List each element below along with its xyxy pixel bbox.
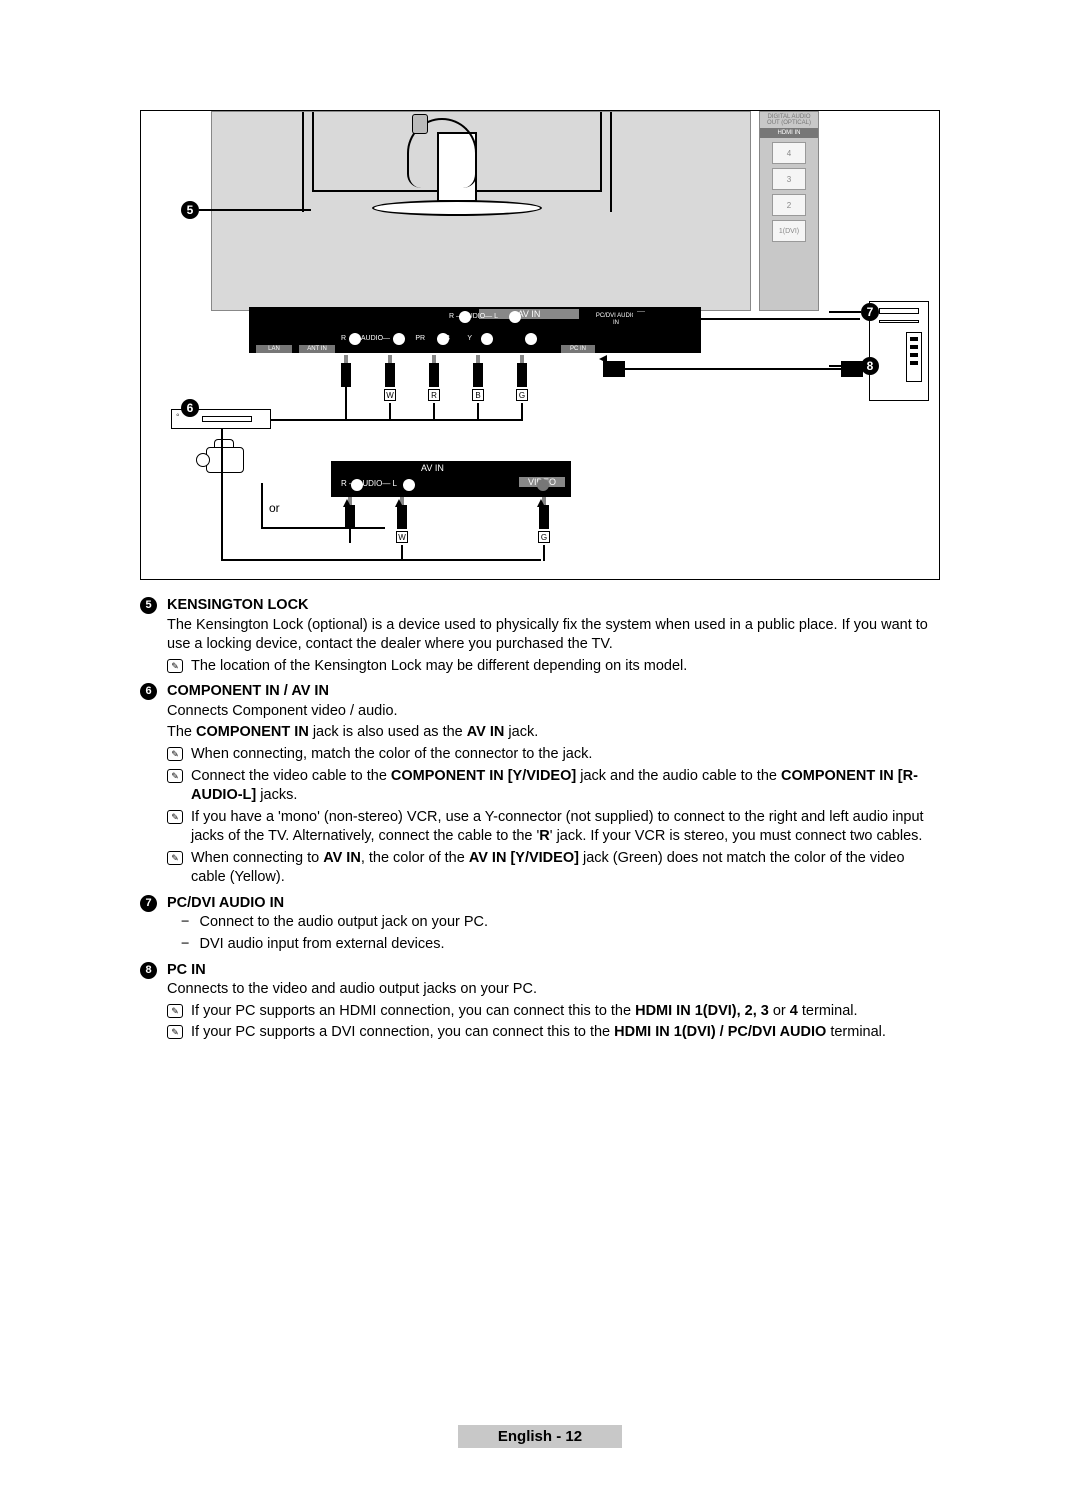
item-7-dash1: Connect to the audio output jack on your… <box>199 913 488 933</box>
audio-cable <box>638 318 860 320</box>
badge-7: 7 <box>140 895 157 912</box>
item-6-note1: When connecting, match the color of the … <box>191 745 940 765</box>
vga-plug-icon <box>841 361 863 377</box>
plug-g <box>517 363 527 387</box>
item-7-dash2: DVI audio input from external devices. <box>199 935 444 955</box>
callout-8: 8 <box>861 357 879 375</box>
footer-lang: English <box>498 1428 552 1445</box>
item-8-para: Connects to the video and audio output j… <box>167 980 940 1000</box>
item-6-note2: Connect the video cable to the COMPONENT… <box>191 767 940 806</box>
pcdvi-audio-label: PC/DVI AUDIO IN <box>595 311 637 329</box>
description-list: 5 KENSINGTON LOCK The Kensington Lock (o… <box>140 596 940 1045</box>
note-icon: ✎ <box>167 747 183 761</box>
hdmi-port-2: 2 <box>772 194 806 216</box>
item-5-para: The Kensington Lock (optional) is a devi… <box>167 616 940 655</box>
callout-6: 6 <box>181 399 199 417</box>
badge-5: 5 <box>140 597 157 614</box>
badge-6: 6 <box>140 683 157 700</box>
item-6-para2: The COMPONENT IN jack is also used as th… <box>167 723 940 743</box>
audio-plug-icon <box>633 312 649 324</box>
tv-back-panel <box>211 111 751 311</box>
plug-r2 <box>429 363 439 387</box>
callout-7: 7 <box>861 303 879 321</box>
item-6-title: COMPONENT IN / AV IN <box>167 682 940 702</box>
vga-cable <box>611 368 861 370</box>
footer-page: 12 <box>565 1428 582 1445</box>
side-port-panel: DIGITAL AUDIO OUT (OPTICAL) HDMI IN 4 3 … <box>759 111 819 311</box>
avin-port-bar: AV IN R —AUDIO— L VIDEO <box>331 461 571 497</box>
page-footer: English - 12 <box>0 1425 1080 1448</box>
or-label: or <box>269 501 280 515</box>
vga-plug-icon <box>603 361 625 377</box>
item-8-note2: If your PC supports a DVI connection, yo… <box>191 1023 940 1043</box>
item-6-note4: When connecting to AV IN, the color of t… <box>191 849 940 888</box>
item-5: 5 KENSINGTON LOCK The Kensington Lock (o… <box>140 596 940 678</box>
hdmi-port-3: 3 <box>772 168 806 190</box>
optical-label: DIGITAL AUDIO OUT (OPTICAL) <box>760 112 818 128</box>
connection-diagram: DIGITAL AUDIO OUT (OPTICAL) HDMI IN 4 3 … <box>140 110 940 580</box>
item-7: 7 PC/DVI AUDIO IN −Connect to the audio … <box>140 894 940 957</box>
item-6: 6 COMPONENT IN / AV IN Connects Componen… <box>140 682 940 890</box>
callout-5: 5 <box>181 201 199 219</box>
note-icon: ✎ <box>167 1004 183 1018</box>
lan-port: LAN <box>256 345 292 353</box>
item-6-para1: Connects Component video / audio. <box>167 702 940 722</box>
plug-w <box>385 363 395 387</box>
camcorder-icon <box>196 441 250 481</box>
hdmi-port-4: 4 <box>772 142 806 164</box>
plug-b <box>473 363 483 387</box>
note-icon: ✎ <box>167 1025 183 1039</box>
item-5-title: KENSINGTON LOCK <box>167 596 940 616</box>
item-6-note3: If you have a 'mono' (non-stereo) VCR, u… <box>191 808 940 847</box>
note-icon: ✎ <box>167 769 183 783</box>
kensington-lock-icon <box>412 114 428 134</box>
note-icon: ✎ <box>167 659 183 673</box>
hdmi-port-1-dvi: 1(DVI) <box>772 220 806 242</box>
pc-in-port: PC IN <box>561 345 595 353</box>
note-icon: ✎ <box>167 810 183 824</box>
note-icon: ✎ <box>167 851 183 865</box>
ant-in-port: ANT IN <box>299 345 335 353</box>
item-5-note: The location of the Kensington Lock may … <box>191 657 940 677</box>
item-7-title: PC/DVI AUDIO IN <box>167 894 940 914</box>
badge-8: 8 <box>140 962 157 979</box>
item-8: 8 PC IN Connects to the video and audio … <box>140 961 940 1045</box>
item-8-note1: If your PC supports an HDMI connection, … <box>191 1002 940 1022</box>
item-8-title: PC IN <box>167 961 940 981</box>
component-in-label: COMPONENT IN <box>391 353 453 362</box>
plug-r <box>341 363 351 387</box>
